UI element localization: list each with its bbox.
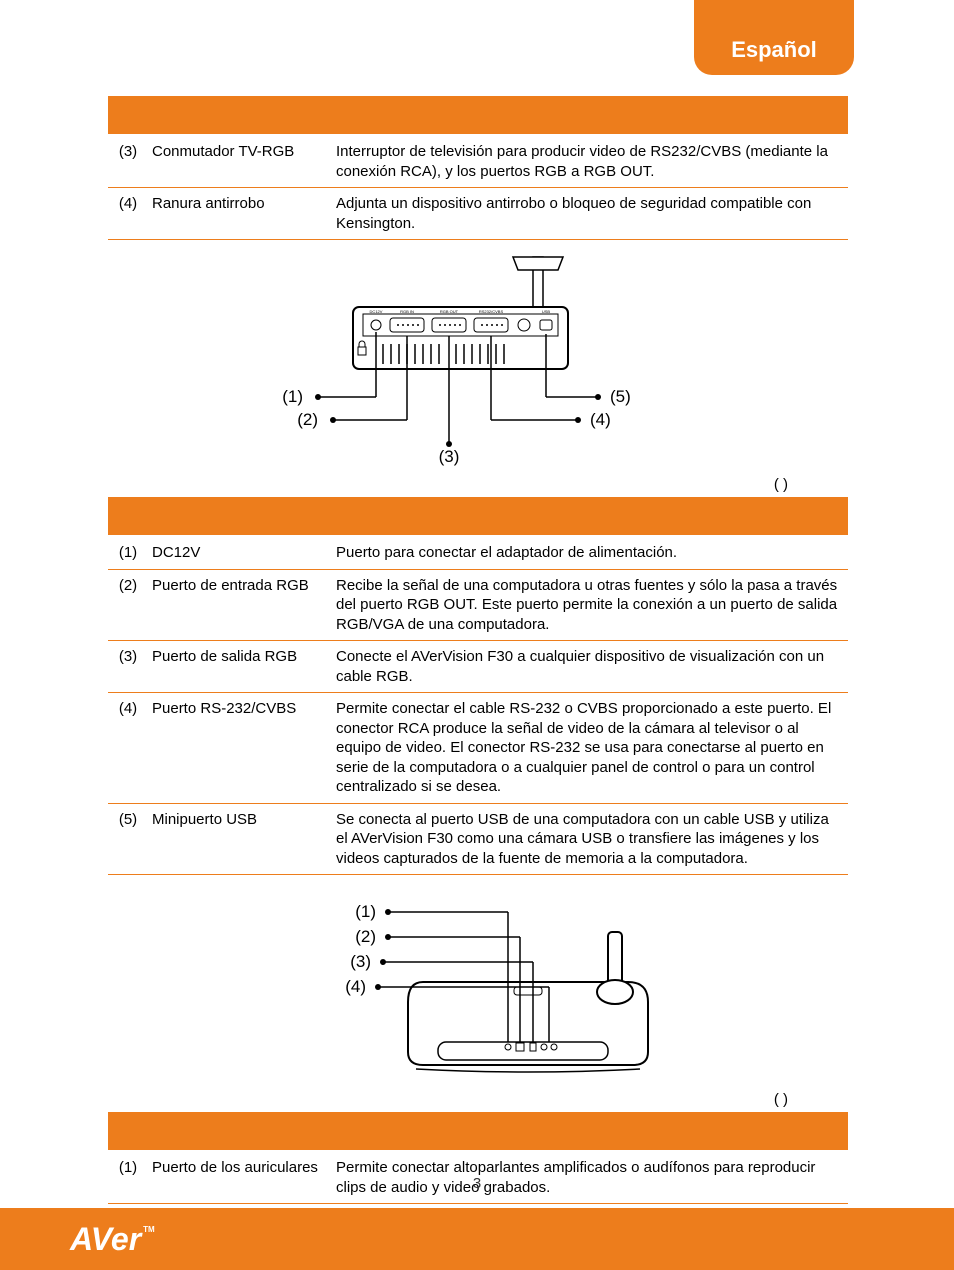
row-num: (1) [108,537,148,569]
port-table-1: (3) Conmutador TV-RGB Interruptor de tel… [108,136,848,240]
row-name: Conmutador TV-RGB [148,136,328,188]
svg-text:(3): (3) [439,447,460,466]
row-desc: Puerto para conectar el adaptador de ali… [328,537,848,569]
row-num: (4) [108,188,148,240]
row-num: (5) [108,803,148,875]
table-row: (2) Puerto de entrada RGB Recibe la seña… [108,569,848,641]
logo-tm: TM [143,1225,155,1234]
page-number: 3 [0,1175,954,1192]
language-label: Español [731,37,817,63]
row-num: (4) [108,693,148,804]
row-num: (3) [108,641,148,693]
table-row: (1) DC12V Puerto para conectar el adapta… [108,537,848,569]
footer-bar: AVer TM [0,1208,954,1270]
svg-text:(3): (3) [350,952,371,971]
section-bar-3 [108,1112,848,1150]
table-row: (3) Puerto de salida RGB Conecte el AVer… [108,641,848,693]
row-num: (3) [108,136,148,188]
row-desc: Interruptor de televisión para producir … [328,136,848,188]
diagram-rear-panel: DC12V RGB IN RGB OUT RS232/CVBS USB [108,252,848,472]
table-row: (5) Minipuerto USB Se conecta al puerto … [108,803,848,875]
port-table-2: (1) DC12V Puerto para conectar el adapta… [108,537,848,875]
main-content: (3) Conmutador TV-RGB Interruptor de tel… [108,96,848,1204]
row-name: DC12V [148,537,328,569]
svg-text:(5): (5) [610,387,631,406]
svg-text:(1): (1) [355,902,376,921]
svg-text:(2): (2) [297,410,318,429]
row-name: Ranura antirrobo [148,188,328,240]
row-desc: Recibe la señal de una computadora u otr… [328,569,848,641]
svg-text:(1): (1) [282,387,303,406]
front-panel-svg: (1) (2) (3) (4) [228,887,728,1087]
row-desc: Se conecta al puerto USB de una computad… [328,803,848,875]
diagram-1-caption: ( ) [108,476,848,493]
row-name: Minipuerto USB [148,803,328,875]
diagram-2-caption: ( ) [108,1091,848,1108]
row-name: Puerto de entrada RGB [148,569,328,641]
table-row: (4) Puerto RS-232/CVBS Permite conectar … [108,693,848,804]
row-num: (2) [108,569,148,641]
row-desc: Adjunta un dispositivo antirrobo o bloqu… [328,188,848,240]
section-bar-2 [108,497,848,535]
section-bar-1 [108,96,848,134]
diagram-front-panel: (1) (2) (3) (4) [108,887,848,1087]
svg-text:RS232/CVBS: RS232/CVBS [479,309,504,314]
svg-text:(2): (2) [355,927,376,946]
svg-text:DC12V: DC12V [370,309,383,314]
row-name: Puerto de salida RGB [148,641,328,693]
table-row: (4) Ranura antirrobo Adjunta un disposit… [108,188,848,240]
svg-text:USB: USB [542,309,551,314]
svg-text:(4): (4) [345,977,366,996]
rear-panel-svg: DC12V RGB IN RGB OUT RS232/CVBS USB [228,252,728,472]
language-tab: Español [694,0,854,75]
row-name: Puerto RS-232/CVBS [148,693,328,804]
svg-text:RGB IN: RGB IN [400,309,414,314]
table-row: (3) Conmutador TV-RGB Interruptor de tel… [108,136,848,188]
logo-text: AVer [70,1221,141,1258]
row-desc: Conecte el AVerVision F30 a cualquier di… [328,641,848,693]
brand-logo: AVer TM [70,1221,155,1258]
svg-text:(4): (4) [590,410,611,429]
row-desc: Permite conectar el cable RS-232 o CVBS … [328,693,848,804]
svg-text:RGB OUT: RGB OUT [440,309,459,314]
